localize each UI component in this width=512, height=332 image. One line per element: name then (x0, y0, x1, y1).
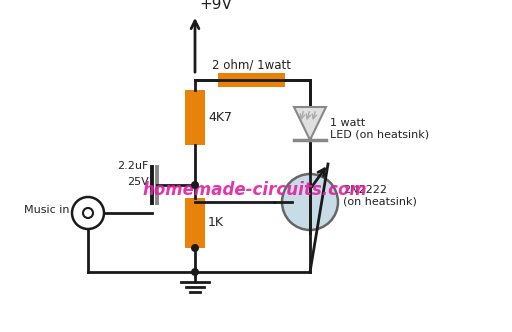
Text: Music in: Music in (24, 205, 69, 215)
Polygon shape (294, 107, 326, 140)
Circle shape (191, 181, 199, 189)
Text: 2N2222
(on heatsink): 2N2222 (on heatsink) (343, 185, 417, 207)
FancyBboxPatch shape (218, 73, 285, 87)
Text: 1K: 1K (208, 216, 224, 229)
Text: 4K7: 4K7 (208, 111, 232, 124)
Text: homemade-circuits.com: homemade-circuits.com (143, 181, 368, 199)
Circle shape (282, 174, 338, 230)
Text: 2.2uF: 2.2uF (118, 161, 149, 171)
FancyBboxPatch shape (185, 90, 205, 145)
FancyBboxPatch shape (185, 198, 205, 248)
Text: 1 watt
LED (on heatsink): 1 watt LED (on heatsink) (330, 118, 429, 139)
Text: 25V: 25V (127, 177, 149, 187)
Text: 2 ohm/ 1watt: 2 ohm/ 1watt (212, 58, 291, 71)
Circle shape (191, 244, 199, 252)
Circle shape (191, 268, 199, 276)
Text: +9V: +9V (199, 0, 232, 12)
